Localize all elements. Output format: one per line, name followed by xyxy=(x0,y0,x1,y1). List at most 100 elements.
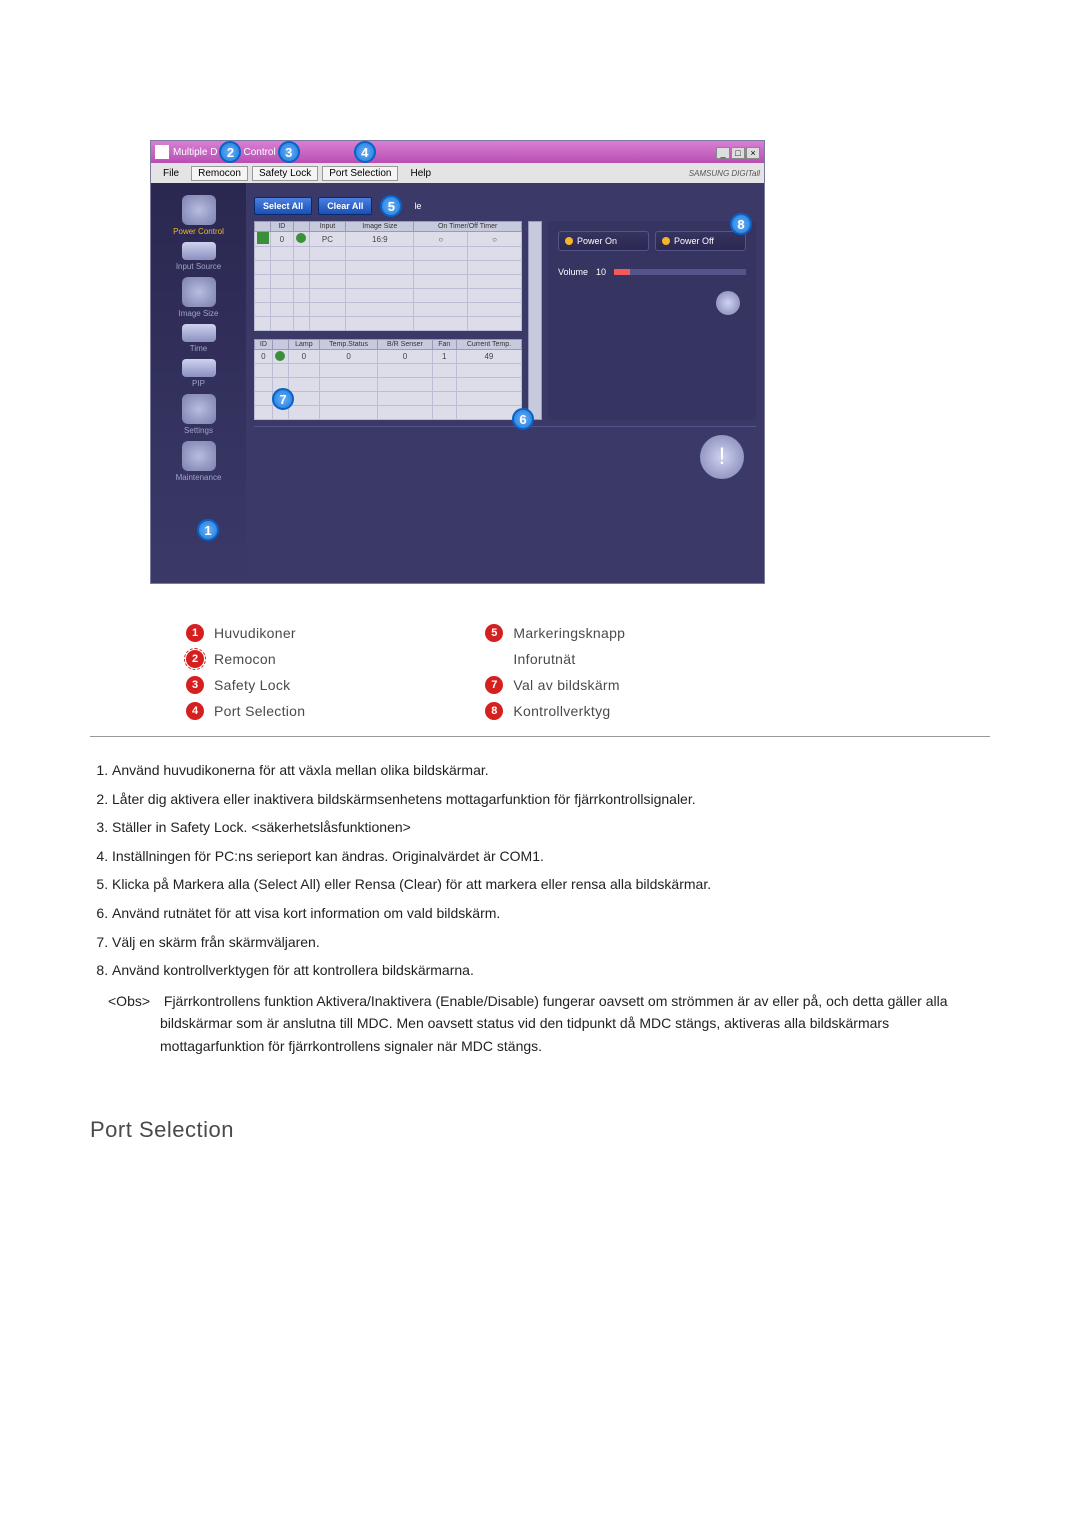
legend-label: Inforutnät xyxy=(513,651,575,667)
title-text-left: Multiple D xyxy=(173,147,217,158)
divider xyxy=(90,736,990,737)
legend-col-left: 1Huvudikoner 2Remocon 3Safety Lock 4Port… xyxy=(186,624,305,720)
legend-item: 5 Markeringsknapp xyxy=(485,624,625,642)
grid-header: Current Temp. xyxy=(456,340,521,350)
main-area: Select All Clear All 5 le ID xyxy=(246,183,764,583)
callout-3: 3 xyxy=(278,141,300,163)
titlebar: Multiple D 2 Control 3 4 _□× xyxy=(151,141,764,163)
volume-label: Volume xyxy=(558,267,588,277)
badge-4: 4 xyxy=(186,702,204,720)
cell-br: 0 xyxy=(378,350,432,364)
speaker-icon[interactable] xyxy=(716,291,740,315)
sidebar-item-label: Time xyxy=(190,344,207,353)
callout-6: 6 xyxy=(512,408,534,430)
legend-label: Huvudikoner xyxy=(214,625,296,641)
time-icon xyxy=(182,324,216,342)
sidebar-item-input-source[interactable]: Input Source xyxy=(176,240,221,273)
control-panel: 8 Power On Power Off Volume 10 xyxy=(548,221,756,420)
alert-icon: ! xyxy=(700,435,744,479)
sidebar-item-label: PIP xyxy=(192,379,205,388)
grid-header: Input xyxy=(309,222,346,232)
sidebar-item-label: Settings xyxy=(184,426,213,435)
app-window: Multiple D 2 Control 3 4 _□× File Remoco… xyxy=(150,140,765,584)
toolbar-suffix: le xyxy=(414,201,421,211)
display-grid-2[interactable]: ID Lamp Temp.Status B/R Senser Fan Curre… xyxy=(254,339,522,420)
menu-file[interactable]: File xyxy=(155,167,187,180)
close-button[interactable]: × xyxy=(746,147,760,159)
radio-dot-icon xyxy=(662,237,670,245)
legend-label: Val av bildskärm xyxy=(513,677,619,693)
sidebar-item-label: Power Control xyxy=(173,227,224,236)
legend-item: 8Kontrollverktyg xyxy=(485,702,625,720)
callout-4: 4 xyxy=(354,141,376,163)
legend-item: 2 Remocon xyxy=(186,650,305,668)
grid-header xyxy=(293,222,309,232)
legend-label: Safety Lock xyxy=(214,677,290,693)
radio-dot-icon xyxy=(565,237,573,245)
sidebar-item-power-control[interactable]: Power Control xyxy=(173,193,224,238)
grid-toolbar: Select All Clear All 5 le xyxy=(254,191,756,221)
minimize-button[interactable]: _ xyxy=(716,147,730,159)
cell-ontimer: ○ xyxy=(414,232,468,247)
menu-safety-lock[interactable]: Safety Lock xyxy=(252,166,318,181)
cell-id: 0 xyxy=(271,232,294,247)
callout-1: 1 xyxy=(197,519,219,541)
sidebar-item-maintenance[interactable]: Maintenance xyxy=(176,439,222,484)
sidebar-item-settings[interactable]: Settings xyxy=(182,392,216,437)
grid-header xyxy=(255,222,271,232)
cell-ctemp: 49 xyxy=(456,350,521,364)
sidebar-item-time[interactable]: Time xyxy=(182,322,216,355)
legend-item: 7 Val av bildskärm xyxy=(485,676,625,694)
cell-fan: 1 xyxy=(432,350,456,364)
select-all-button[interactable]: Select All xyxy=(254,197,312,215)
power-on-button[interactable]: Power On xyxy=(558,231,649,251)
app-icon xyxy=(155,145,169,159)
callout-5: 5 xyxy=(380,195,402,217)
maximize-button[interactable]: □ xyxy=(731,147,745,159)
list-item: Låter dig aktivera eller inaktivera bild… xyxy=(112,786,990,813)
status-dot-icon xyxy=(296,233,306,243)
sidebar-item-image-size[interactable]: Image Size xyxy=(178,275,218,320)
power-control-icon xyxy=(182,195,216,225)
status-dot-icon xyxy=(275,351,285,361)
power-off-label: Power Off xyxy=(674,236,714,246)
legend-item: 3Safety Lock xyxy=(186,676,305,694)
app-body: Power Control Input Source Image Size Ti… xyxy=(151,183,764,583)
power-off-button[interactable]: Power Off xyxy=(655,231,746,251)
menu-remocon[interactable]: Remocon xyxy=(191,166,248,181)
clear-all-button[interactable]: Clear All xyxy=(318,197,372,215)
legend-col-right: 5Markeringsknapp 6Inforutnät 7Val av bil… xyxy=(485,624,625,720)
power-on-label: Power On xyxy=(577,236,617,246)
sidebar-item-pip[interactable]: PIP xyxy=(182,357,216,390)
pip-icon xyxy=(182,359,216,377)
badge-5: 5 xyxy=(485,624,503,642)
legend-label: Markeringsknapp xyxy=(513,625,625,641)
legend: 1Huvudikoner 2Remocon 3Safety Lock 4Port… xyxy=(186,624,990,720)
table-row[interactable]: 0 PC 16:9 ○ ○ xyxy=(255,232,522,247)
image-size-icon xyxy=(182,277,216,307)
grid-header: On Timer/Off Timer xyxy=(414,222,522,232)
cell-temp: 0 xyxy=(319,350,377,364)
maintenance-icon xyxy=(182,441,216,471)
badge-1: 1 xyxy=(186,624,204,642)
menu-port-selection[interactable]: Port Selection xyxy=(322,166,398,181)
callout-7: 7 xyxy=(272,388,294,410)
cell-size: 16:9 xyxy=(346,232,414,247)
list-item: Ställer in Safety Lock. <säkerhetslåsfun… xyxy=(112,814,990,841)
display-grid-1[interactable]: ID Input Image Size On Timer/Off Timer 0 xyxy=(254,221,522,331)
grid-header: Lamp xyxy=(288,340,319,350)
row-checkbox-icon[interactable] xyxy=(257,232,269,244)
table-row[interactable]: 0 0 0 0 1 49 xyxy=(255,350,522,364)
section-heading: Port Selection xyxy=(90,1117,990,1143)
badge-2: 2 xyxy=(186,650,204,668)
volume-slider[interactable] xyxy=(614,269,746,275)
badge-7: 7 xyxy=(485,676,503,694)
legend-label: Kontrollverktyg xyxy=(513,703,610,719)
menu-help[interactable]: Help xyxy=(402,167,439,180)
title-text-right: Control xyxy=(243,147,275,158)
scrollbar[interactable] xyxy=(528,221,542,420)
callout-2: 2 xyxy=(219,141,241,163)
legend-label: Remocon xyxy=(214,651,276,667)
grid-header: Image Size xyxy=(346,222,414,232)
list-item: Använd kontrollverktygen för att kontrol… xyxy=(112,957,990,984)
